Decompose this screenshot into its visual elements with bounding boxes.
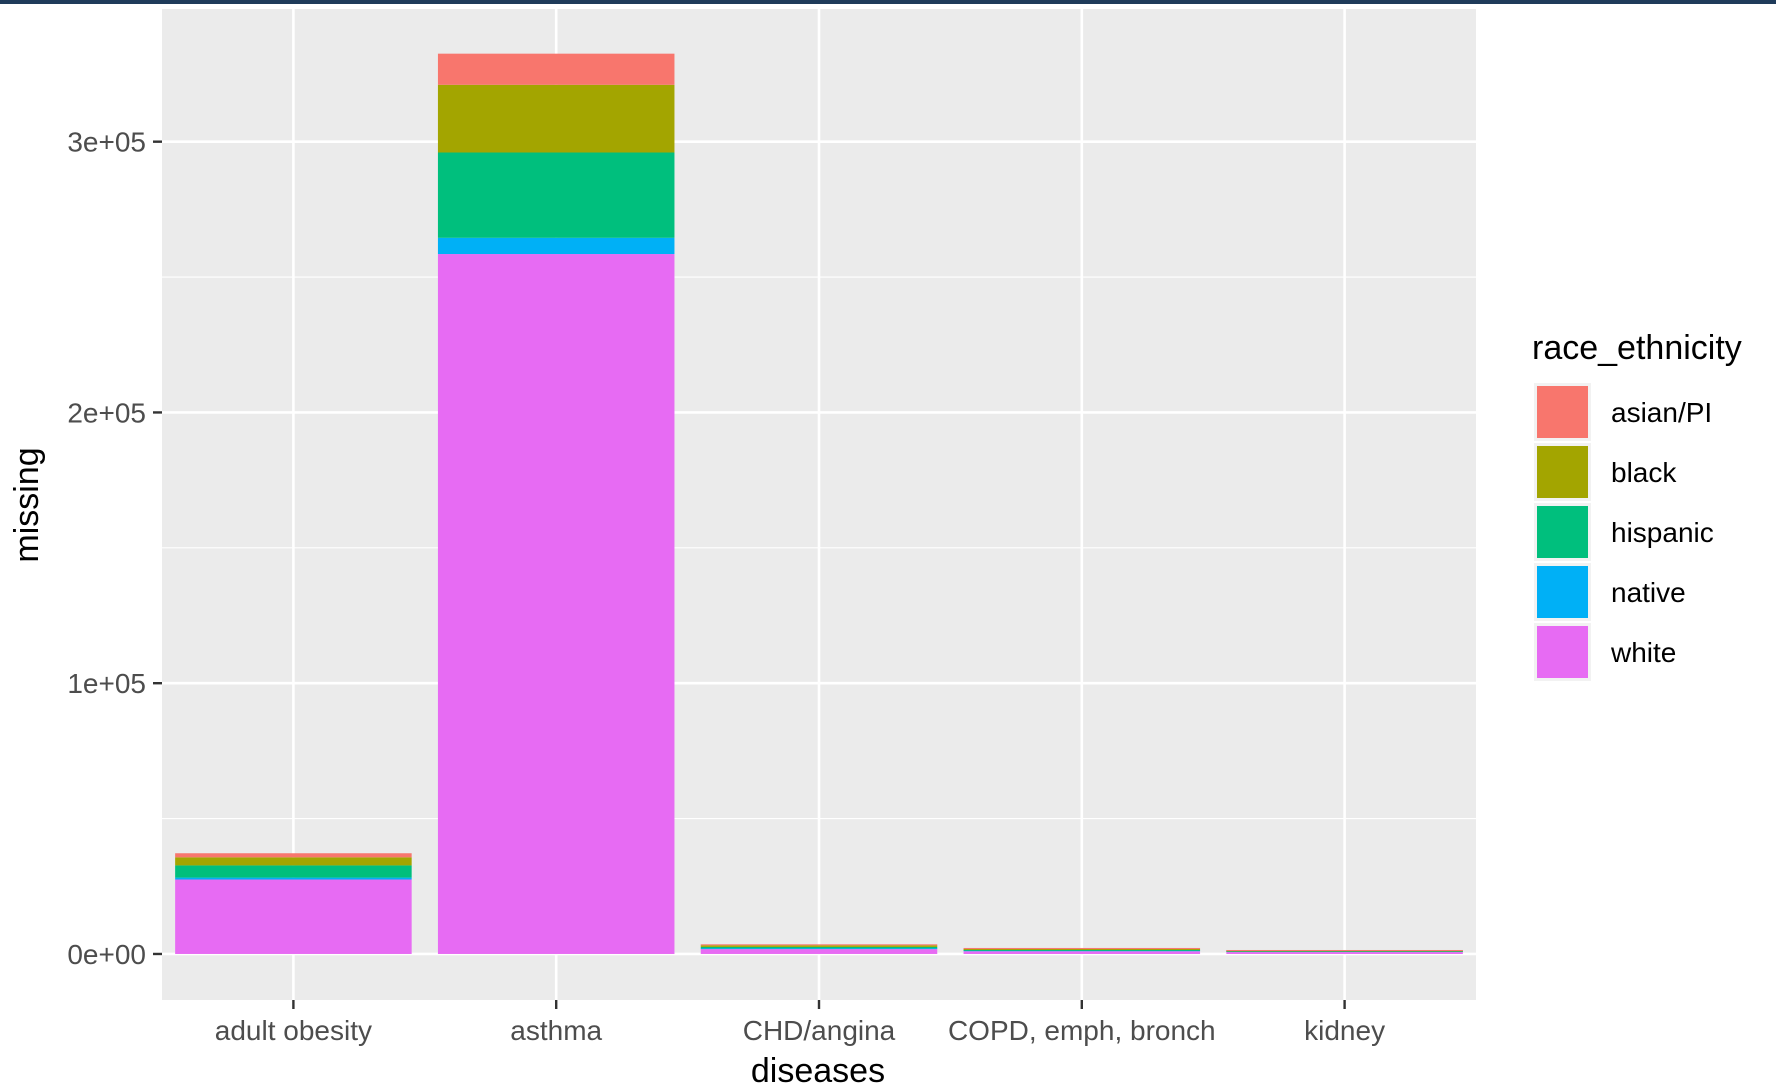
legend-swatch xyxy=(1537,626,1588,678)
bar-segment-asian-pi xyxy=(175,853,412,858)
bar-segment-native xyxy=(700,948,938,950)
bar-segment-asian-pi xyxy=(700,944,938,946)
y-tick-label: 1e+05 xyxy=(67,668,146,699)
bar-segment-native xyxy=(175,877,412,880)
bar-stacks xyxy=(175,53,1463,954)
bar-segment-asian-pi xyxy=(437,53,675,85)
legend-swatch xyxy=(1537,446,1588,498)
bar-stack xyxy=(963,947,1201,954)
window-top-edge xyxy=(0,0,1776,4)
legend-key-asian-pi: asian/PI xyxy=(1534,383,1712,441)
y-tick-label: 3e+05 xyxy=(67,127,146,158)
legend-title: race_ethnicity xyxy=(1532,329,1742,367)
legend-keys: asian/PI black hispanic native white xyxy=(1534,383,1714,681)
bar-segment-black xyxy=(963,948,1201,951)
y-tick-label: 2e+05 xyxy=(67,397,146,428)
bar-segment-asian-pi xyxy=(963,947,1201,949)
bar-segment-hispanic xyxy=(700,946,938,949)
x-tick-label: asthma xyxy=(510,1015,602,1046)
y-axis-title: missing xyxy=(8,447,46,562)
x-tick-label: COPD, emph, bronch xyxy=(948,1015,1216,1046)
x-tick-label: adult obesity xyxy=(215,1015,372,1046)
bar-stack xyxy=(175,853,412,954)
x-axis-title: diseases xyxy=(751,1052,885,1089)
legend-key-white: white xyxy=(1534,623,1676,681)
bar-segment-white xyxy=(963,951,1201,954)
bar-segment-white xyxy=(175,879,412,954)
legend-swatch xyxy=(1537,386,1588,438)
legend-label: black xyxy=(1611,457,1677,488)
legend-label: white xyxy=(1610,637,1676,668)
x-axis: adult obesity asthma CHD/angina COPD, emph,… xyxy=(215,1000,1385,1046)
bar-segment-white xyxy=(437,254,675,954)
bar-segment-black xyxy=(437,84,675,153)
x-tick-label: kidney xyxy=(1304,1015,1385,1046)
legend-swatch xyxy=(1537,566,1588,618)
bar-segment-hispanic xyxy=(175,865,412,878)
legend-label: asian/PI xyxy=(1611,397,1712,428)
legend-key-native: native xyxy=(1534,563,1686,621)
bar-segment-black xyxy=(175,857,412,866)
bar-stack xyxy=(700,944,938,954)
bar-segment-hispanic xyxy=(437,152,675,238)
legend-label: hispanic xyxy=(1611,517,1714,548)
bar-segment-asian-pi xyxy=(1226,949,1463,951)
bar-stack xyxy=(437,53,675,954)
legend-label: native xyxy=(1611,577,1686,608)
legend-key-black: black xyxy=(1534,443,1677,501)
bar-stack xyxy=(1226,949,1463,954)
major-gridlines xyxy=(162,9,1476,1000)
bar-segment-black xyxy=(700,945,938,947)
legend-key-hispanic: hispanic xyxy=(1534,503,1714,561)
bar-segment-hispanic xyxy=(963,949,1201,951)
legend: race_ethnicity asian/PI black hispanic nati… xyxy=(1532,329,1742,681)
bar-segment-native xyxy=(437,237,675,255)
bar-segment-white xyxy=(1226,952,1463,954)
y-axis: 0e+00 1e+05 2e+05 3e+05 xyxy=(67,127,162,970)
bar-segment-white xyxy=(700,949,938,954)
x-tick-label: CHD/angina xyxy=(743,1015,896,1046)
legend-swatch xyxy=(1537,506,1588,558)
y-tick-label: 0e+00 xyxy=(67,939,146,970)
